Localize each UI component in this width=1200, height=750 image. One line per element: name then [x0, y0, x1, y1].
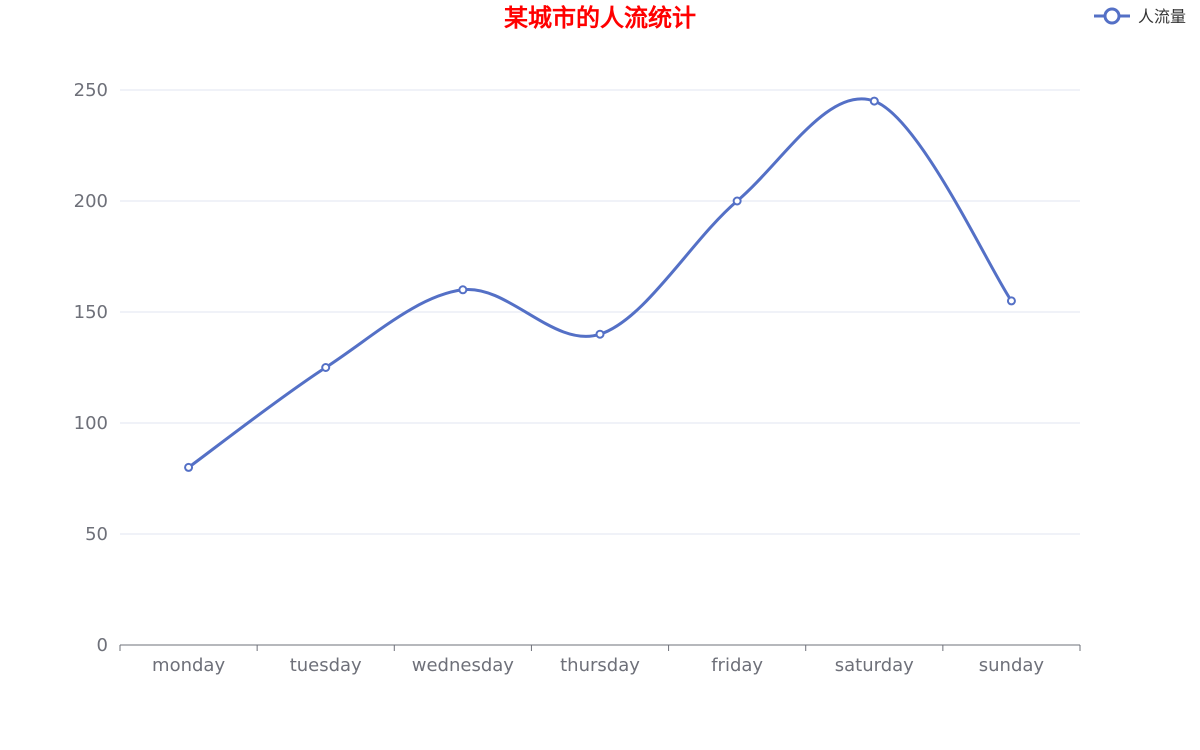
legend-marker-icon: [1103, 7, 1121, 25]
x-tick-label: monday: [152, 655, 225, 676]
y-tick-label: 0: [97, 635, 108, 656]
legend[interactable]: 人流量: [1094, 7, 1186, 26]
x-tick-label: wednesday: [412, 655, 515, 676]
grid-lines: [120, 89, 1080, 535]
data-point[interactable]: [1006, 296, 1016, 306]
data-point[interactable]: [732, 196, 742, 206]
x-tick-label: sunday: [979, 655, 1045, 676]
y-tick-label: 200: [74, 191, 108, 212]
data-point[interactable]: [321, 363, 331, 372]
series-line: [187, 97, 1013, 469]
y-tick-label: 100: [74, 413, 108, 434]
x-tick-label: saturday: [835, 655, 914, 676]
chart-title: 某城市的人流统计: [504, 4, 696, 32]
data-point[interactable]: [458, 285, 468, 295]
x-tick-label: friday: [711, 655, 763, 676]
y-tick-label: 150: [74, 302, 108, 323]
data-point[interactable]: [869, 96, 879, 106]
tick-labels: 0 50 100 150 200 250 monday tuesday wednesday thu…: [74, 80, 1045, 676]
y-tick-label: 50: [85, 524, 108, 545]
x-tick-label: tuesday: [290, 655, 362, 676]
x-tick-label: thursday: [560, 655, 640, 676]
data-point[interactable]: [595, 329, 605, 339]
axes: [119, 644, 1081, 651]
data-point[interactable]: [184, 462, 194, 472]
series: [184, 96, 1016, 472]
y-tick-label: 250: [74, 80, 108, 101]
legend-label: 人流量: [1138, 7, 1186, 26]
